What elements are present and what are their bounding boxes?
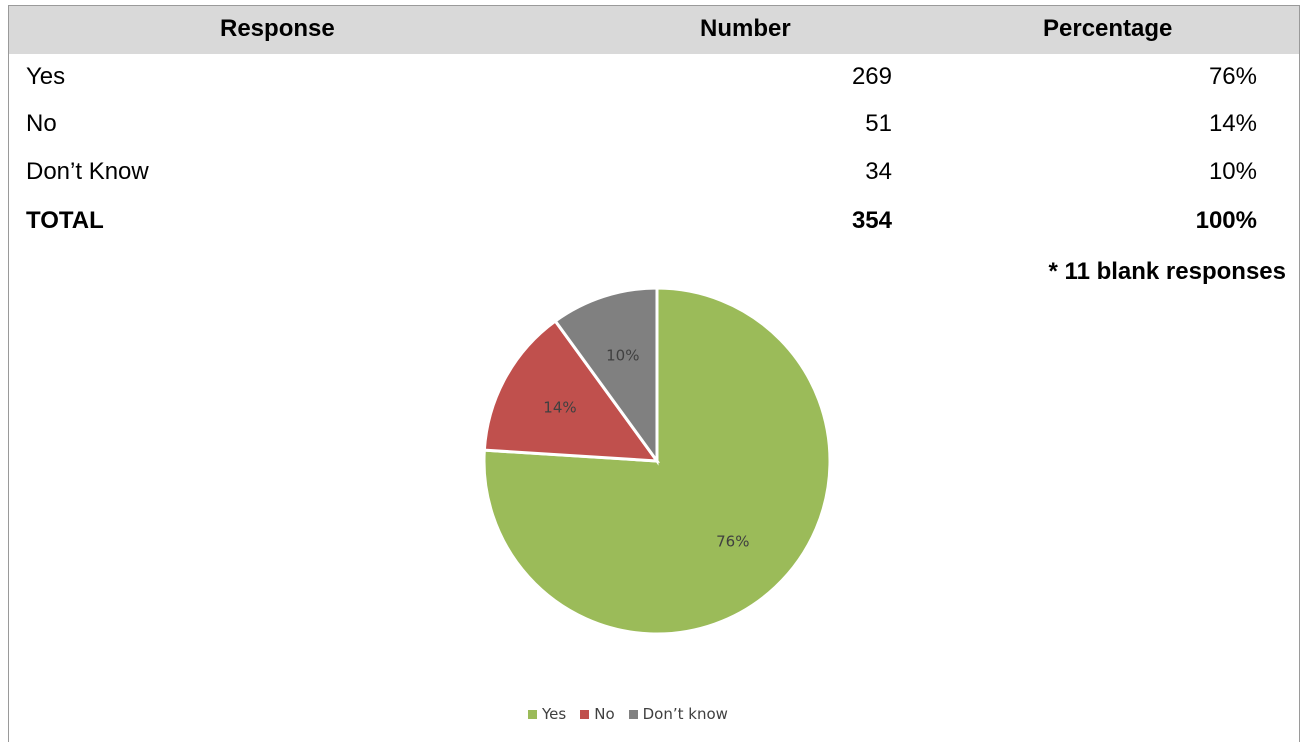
header-number: Number [700,15,791,42]
row-dontknow-response: Don’t Know [26,158,149,185]
row-no-response: No [26,110,57,137]
row-dontknow-percentage: 10% [1208,158,1257,185]
header-response: Response [220,15,335,42]
legend-label: Don’t know [642,705,728,723]
legend-swatch [628,709,638,719]
row-yes-response: Yes [26,63,66,90]
pie-label-no: 14% [543,399,576,417]
row-total-percentage: 100% [1195,207,1257,234]
legend-item-no: No [580,705,615,723]
row-no-percentage: 14% [1208,110,1257,137]
legend-item-don-t-know: Don’t know [628,705,728,723]
pie-label-don-t-know: 10% [606,347,639,365]
blank-responses-note: * 11 blank responses [1048,258,1286,285]
row-no-number: 51 [865,110,892,137]
legend-swatch [528,709,537,719]
pie-label-yes: 76% [716,533,749,551]
pie-slice-no [482,318,661,463]
legend-label: No [594,705,615,723]
row-yes-percentage: 76% [1208,63,1257,90]
legend-swatch [580,709,590,719]
header-percentage: Percentage [1043,15,1173,42]
row-total-response: TOTAL [26,207,104,234]
row-yes-number: 269 [851,63,892,90]
legend-label: Yes [542,705,567,723]
row-dontknow-number: 34 [865,158,892,185]
pie-slice-don-t-know [553,286,659,466]
legend-item-yes: Yes [528,705,566,723]
chart-legend: Yes No Don’t know [528,705,728,723]
table-frame [8,5,1300,742]
row-total-number: 354 [851,207,892,234]
table-header [9,6,1299,54]
